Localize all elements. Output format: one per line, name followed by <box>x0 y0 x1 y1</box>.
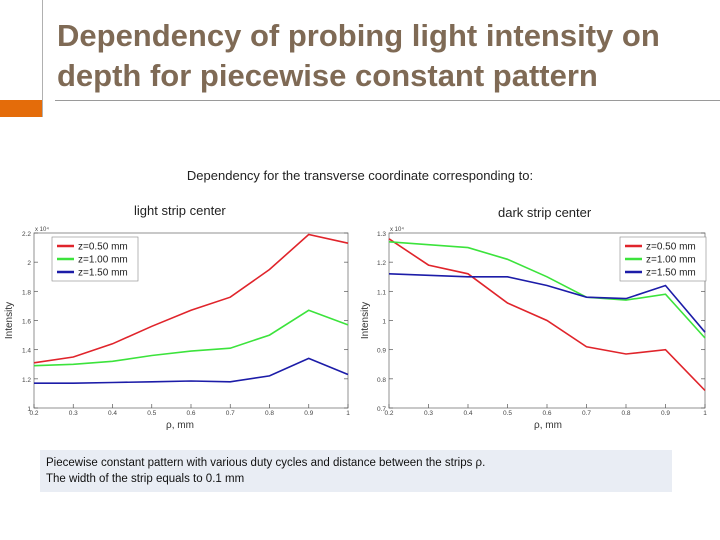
y-tick-label: 1.4 <box>22 348 31 355</box>
exponent-label: x 10⁴ <box>35 226 49 233</box>
y-tick-label: 1 <box>382 319 386 326</box>
x-tick-label: 0.8 <box>621 410 630 417</box>
y-tick-label: 1.3 <box>377 231 386 238</box>
x-tick-label: 0.7 <box>582 410 591 417</box>
x-axis-label: ρ, mm <box>166 420 194 431</box>
x-tick-label: 0.5 <box>147 410 156 417</box>
y-axis-label: Intensity <box>4 302 15 339</box>
legend-label-1: z=0.50 mm <box>646 242 696 253</box>
legend-label-1: z=0.50 mm <box>78 242 128 253</box>
slide-subtitle: Dependency for the transverse coordinate… <box>186 168 534 183</box>
series-line-3 <box>34 357 349 384</box>
x-tick-label: 0.3 <box>424 410 433 417</box>
accent-bar <box>0 100 42 117</box>
x-tick-label: 0.7 <box>226 410 235 417</box>
panel-label-light: light strip center <box>134 203 226 218</box>
x-tick-label: 0.2 <box>29 410 38 417</box>
y-tick-label: 0.7 <box>377 406 386 413</box>
series-line-3 <box>388 273 706 333</box>
series-line-2 <box>33 309 349 367</box>
x-tick-label: 0.6 <box>542 410 551 417</box>
y-tick-label: 1 <box>27 406 31 413</box>
y-tick-label: 1.2 <box>22 377 31 384</box>
x-tick-label: 0.5 <box>503 410 512 417</box>
caption-line-2: The width of the strip equals to 0.1 mm <box>46 473 245 485</box>
series-line-1 <box>33 233 349 364</box>
x-tick-label: 0.3 <box>69 410 78 417</box>
panel-label-dark: dark strip center <box>498 205 592 220</box>
x-axis-label: ρ, mm <box>534 420 562 431</box>
slide-title: Dependency of probing light intensity on… <box>57 18 660 93</box>
series-line-2 <box>388 241 706 339</box>
y-tick-label: 2 <box>27 260 31 267</box>
y-axis-label: Intensity <box>360 302 371 339</box>
y-tick-label: 1.6 <box>22 319 31 326</box>
x-tick-label: 1 <box>703 410 707 417</box>
exponent-label: x 10⁴ <box>390 226 404 233</box>
legend-label-2: z=1.00 mm <box>78 255 128 266</box>
series-line-1 <box>388 238 706 392</box>
x-tick-label: 0.9 <box>661 410 670 417</box>
x-tick-label: 1 <box>346 410 350 417</box>
x-tick-label: 0.4 <box>108 410 117 417</box>
legend-label-2: z=1.00 mm <box>646 255 696 266</box>
legend-label-3: z=1.50 mm <box>646 268 696 279</box>
y-tick-label: 0.8 <box>377 377 386 384</box>
y-tick-label: 2.2 <box>22 231 31 238</box>
x-tick-label: 0.9 <box>304 410 313 417</box>
title-underline <box>55 100 720 101</box>
x-tick-label: 0.8 <box>265 410 274 417</box>
caption-line-1: Piecewise constant pattern with various … <box>46 457 486 469</box>
x-tick-label: 0.6 <box>186 410 195 417</box>
chart-light-strip: 1 1.2 1.4 1.6 1.8 2 2.2 0.2 0.3 0.4 0.5 0.6 0.7 0.8 0.… <box>4 226 350 431</box>
legend-label-3: z=1.50 mm <box>78 268 128 279</box>
y-tick-label: 1.8 <box>22 289 31 296</box>
y-tick-label: 0.9 <box>377 348 386 355</box>
title-divider <box>42 0 43 117</box>
chart-dark-strip: 0.7 0.8 0.9 1 1.1 1.2 1.3 0.2 0.3 0.4 0.5 0.6 0.7 0.8… <box>360 226 707 431</box>
y-tick-label: 1.1 <box>377 289 386 296</box>
x-tick-label: 0.4 <box>463 410 472 417</box>
x-tick-label: 0.2 <box>384 410 393 417</box>
caption-box: Piecewise constant pattern with various … <box>40 450 672 492</box>
y-tick-label: 1.2 <box>377 260 386 267</box>
